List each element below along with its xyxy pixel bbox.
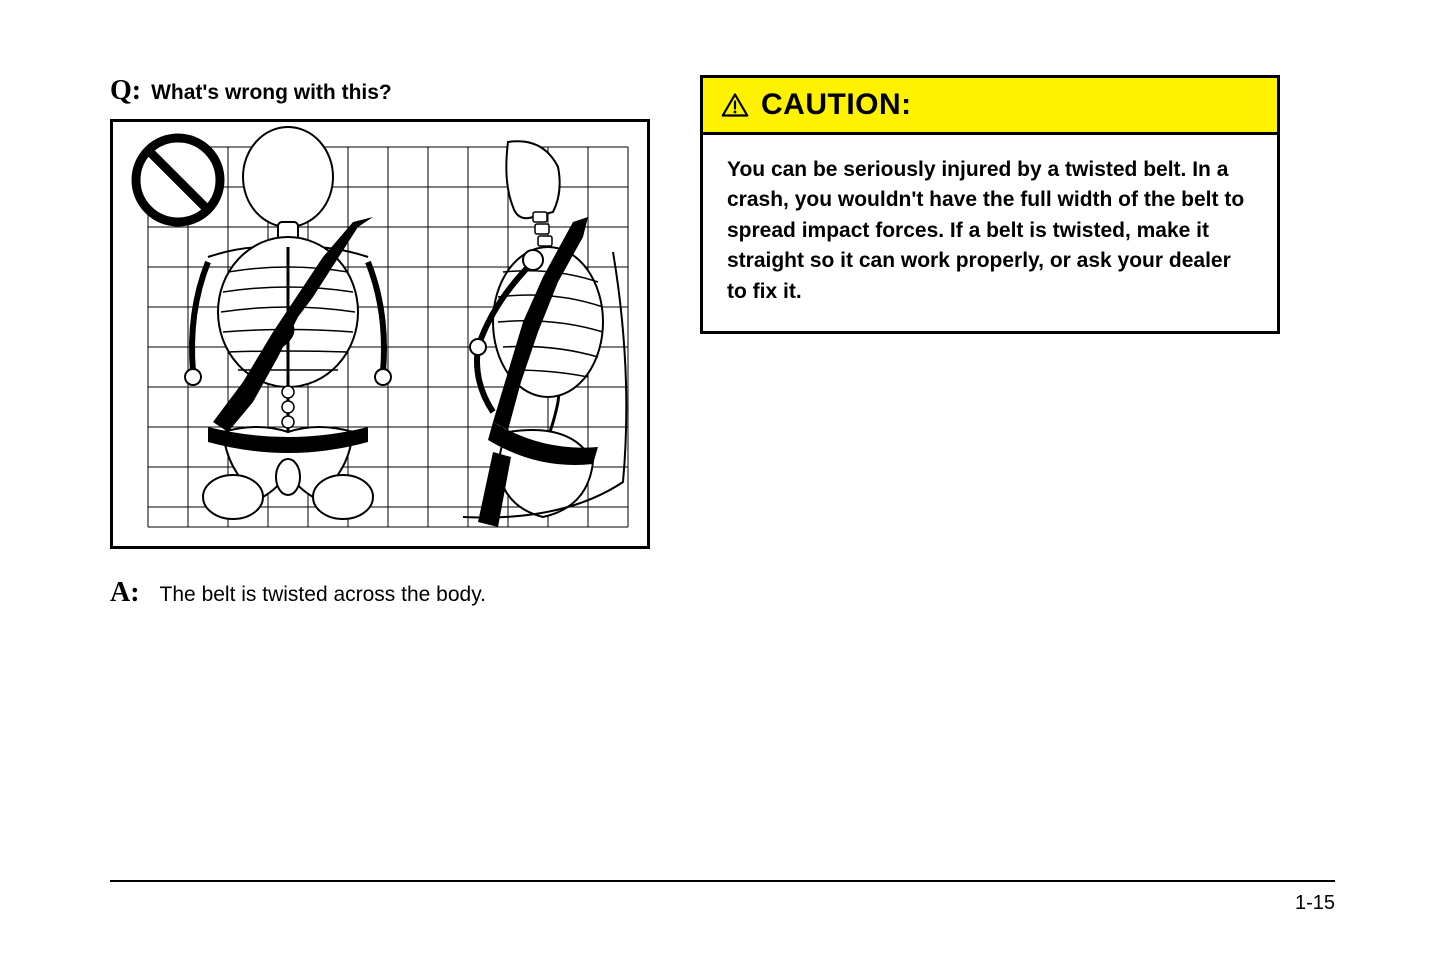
- question-label: Q:: [110, 75, 141, 107]
- answer-line: A: The belt is twisted across the body.: [110, 577, 650, 609]
- warning-triangle-icon: [721, 92, 749, 118]
- left-column: Q: What's wrong with this?: [110, 75, 650, 621]
- answer-label: A:: [110, 577, 140, 609]
- question-text: What's wrong with this?: [151, 81, 392, 105]
- question-line: Q: What's wrong with this?: [110, 75, 650, 107]
- page-footer: 1-15: [110, 880, 1335, 915]
- right-column: CAUTION: You can be seriously injured by…: [700, 75, 1280, 621]
- safety-illustration: [110, 119, 650, 549]
- page-number: 1-15: [110, 892, 1335, 915]
- prohibition-icon: [136, 138, 220, 222]
- caution-title: CAUTION:: [761, 88, 912, 122]
- caution-body: You can be seriously injured by a twiste…: [703, 135, 1277, 331]
- answer-text: The belt is twisted across the body.: [150, 583, 486, 607]
- caution-box: CAUTION: You can be seriously injured by…: [700, 75, 1280, 334]
- footer-rule: [110, 880, 1335, 882]
- caution-header: CAUTION:: [703, 78, 1277, 135]
